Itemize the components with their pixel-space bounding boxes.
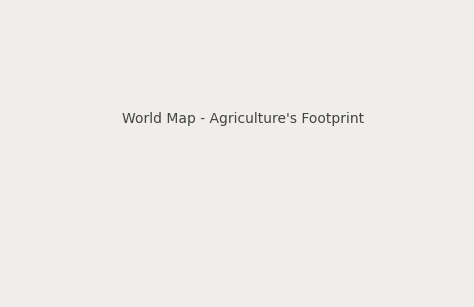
Text: World Map - Agriculture's Footprint: World Map - Agriculture's Footprint (122, 112, 364, 126)
